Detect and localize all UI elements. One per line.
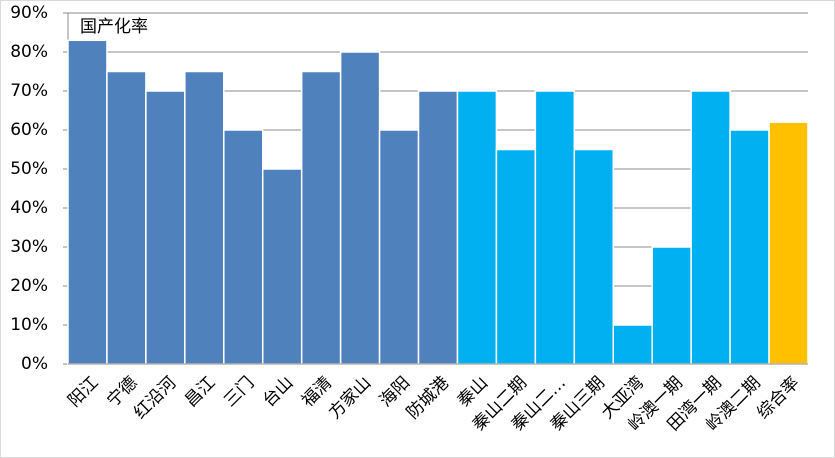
bar — [534, 90, 576, 365]
bar — [573, 148, 615, 365]
bar — [378, 129, 420, 365]
chart-title: 国产化率 — [80, 17, 148, 37]
bar — [106, 70, 147, 365]
bar — [729, 129, 770, 365]
y-tick-label: 90% — [10, 3, 48, 23]
bar — [417, 90, 459, 365]
y-tick-label: 40% — [10, 198, 48, 218]
bar — [145, 90, 186, 365]
bar — [495, 148, 537, 365]
y-tick-label: 10% — [10, 315, 48, 335]
bar — [184, 70, 225, 365]
bar — [690, 90, 731, 365]
y-tick-label: 60% — [10, 120, 48, 140]
bar — [339, 51, 381, 365]
bar — [67, 39, 108, 365]
bar — [768, 121, 809, 365]
bar — [612, 324, 653, 365]
bar — [300, 70, 342, 365]
bar — [223, 129, 264, 365]
bar — [261, 168, 303, 365]
y-tick-label: 0% — [21, 354, 48, 374]
y-tick-label: 70% — [10, 81, 48, 101]
bar — [456, 90, 498, 365]
bar — [651, 246, 692, 365]
y-tick-label: 80% — [10, 42, 48, 62]
y-tick-label: 30% — [10, 237, 48, 257]
y-tick-label: 50% — [10, 159, 48, 179]
y-tick-label: 20% — [10, 276, 48, 296]
